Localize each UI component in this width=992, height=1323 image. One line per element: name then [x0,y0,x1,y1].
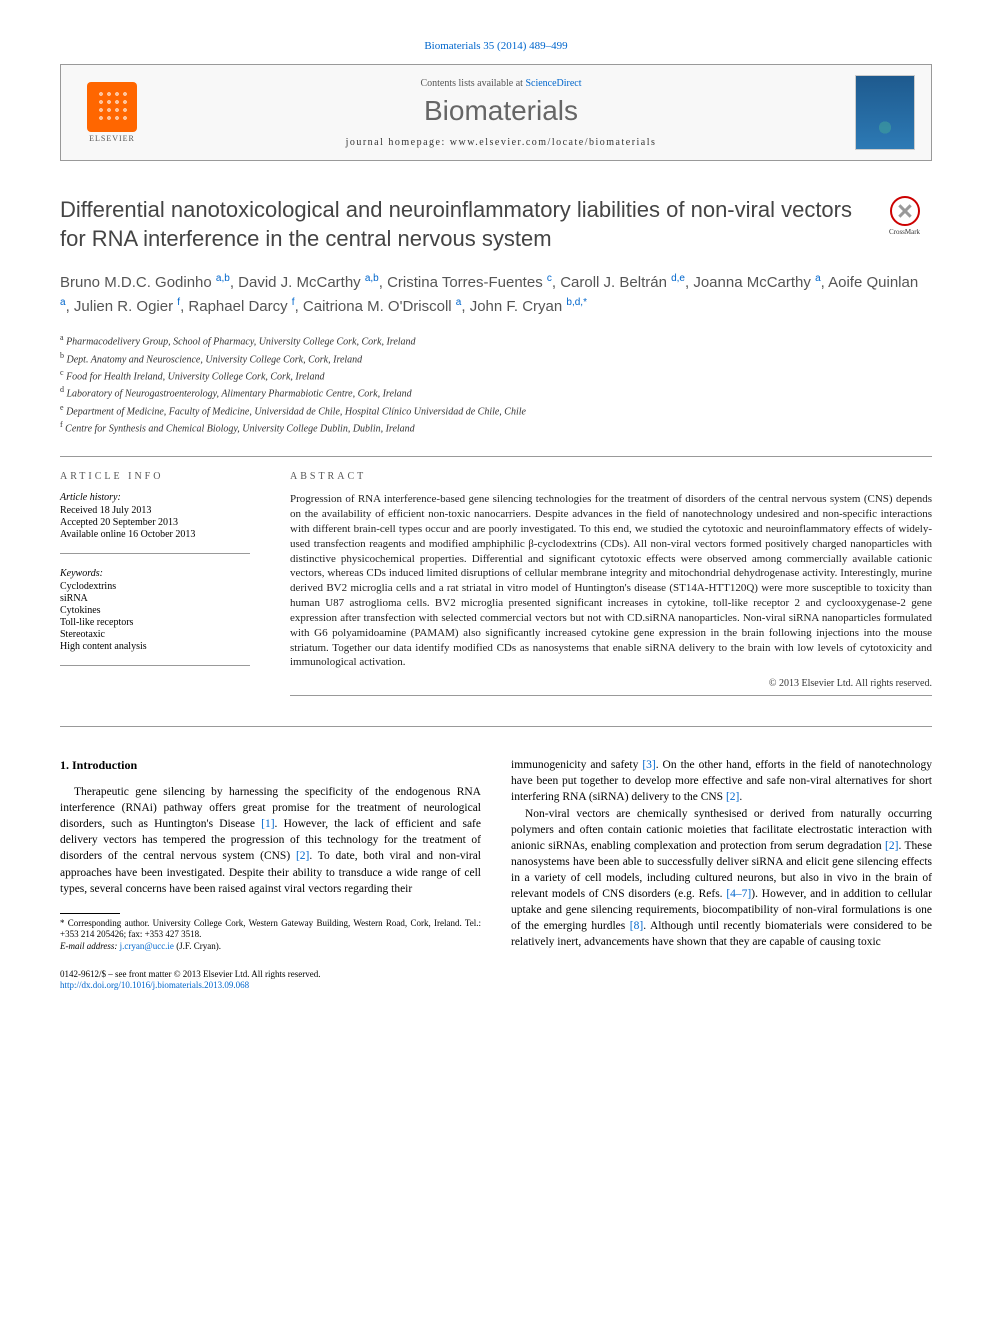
divider [60,726,932,727]
publisher-name: ELSEVIER [89,134,135,143]
keyword-item: siRNA [60,593,250,604]
divider [290,695,932,696]
citation-header: Biomaterials 35 (2014) 489–499 [60,40,932,52]
footer-block: 0142-9612/$ – see front matter © 2013 El… [60,969,481,992]
article-title: Differential nanotoxicological and neuro… [60,196,857,253]
journal-cover-thumbnail [855,75,915,150]
crossmark-icon [890,196,920,226]
body-paragraph: immunogenicity and safety [3]. On the ot… [511,757,932,805]
journal-homepage: journal homepage: www.elsevier.com/locat… [147,137,855,148]
keyword-item: Stereotaxic [60,629,250,640]
elsevier-logo: ELSEVIER [77,75,147,150]
corresponding-author-footnote: * Corresponding author. University Colle… [60,918,481,953]
affiliation-list: a Pharmacodelivery Group, School of Phar… [60,332,932,436]
affiliation-item: b Dept. Anatomy and Neuroscience, Univer… [60,350,932,367]
doi-link[interactable]: http://dx.doi.org/10.1016/j.biomaterials… [60,980,249,990]
online-date: Available online 16 October 2013 [60,529,250,540]
affiliation-item: e Department of Medicine, Faculty of Med… [60,402,932,419]
keyword-item: High content analysis [60,641,250,652]
body-paragraph: Therapeutic gene silencing by harnessing… [60,784,481,897]
affiliation-item: d Laboratory of Neurogastroenterology, A… [60,384,932,401]
footnote-separator [60,913,120,914]
body-paragraph: Non-viral vectors are chemically synthes… [511,806,932,951]
email-link[interactable]: j.cryan@ucc.ie [120,941,174,951]
article-info-heading: ARTICLE INFO [60,471,250,482]
accepted-date: Accepted 20 September 2013 [60,517,250,528]
contents-available: Contents lists available at ScienceDirec… [147,78,855,89]
section-heading: 1. Introduction [60,757,481,774]
copyright: © 2013 Elsevier Ltd. All rights reserved… [290,678,932,689]
affiliation-item: c Food for Health Ireland, University Co… [60,367,932,384]
keywords-label: Keywords: [60,568,250,579]
body-column-right: immunogenicity and safety [3]. On the ot… [511,757,932,992]
journal-header-box: ELSEVIER Contents lists available at Sci… [60,64,932,161]
crossmark-badge[interactable]: CrossMark [877,196,932,236]
affiliation-item: a Pharmacodelivery Group, School of Phar… [60,332,932,349]
keyword-item: Toll-like receptors [60,617,250,628]
body-column-left: 1. Introduction Therapeutic gene silenci… [60,757,481,992]
abstract-column: ABSTRACT Progression of RNA interference… [290,457,932,696]
abstract-heading: ABSTRACT [290,471,932,482]
affiliation-item: f Centre for Synthesis and Chemical Biol… [60,419,932,436]
sciencedirect-link[interactable]: ScienceDirect [525,78,581,89]
history-label: Article history: [60,492,250,503]
keyword-item: Cytokines [60,605,250,616]
journal-name: Biomaterials [147,95,855,127]
received-date: Received 18 July 2013 [60,505,250,516]
keyword-item: Cyclodextrins [60,581,250,592]
author-list: Bruno M.D.C. Godinho a,b, David J. McCar… [60,271,932,318]
abstract-text: Progression of RNA interference-based ge… [290,492,932,670]
article-info-column: ARTICLE INFO Article history: Received 1… [60,457,260,696]
